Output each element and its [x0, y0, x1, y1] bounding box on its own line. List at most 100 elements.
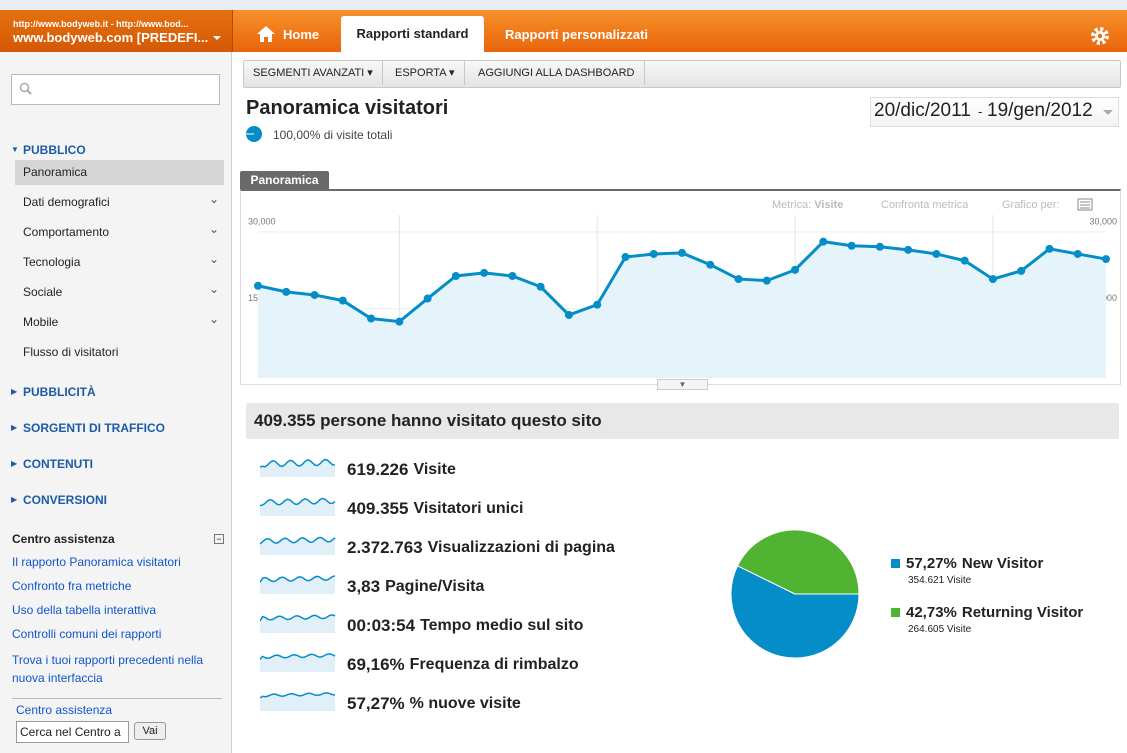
- account-selector[interactable]: [0, 10, 233, 52]
- nav-item[interactable]: Comportamento: [23, 225, 110, 239]
- help-link[interactable]: Uso della tabella interattiva: [12, 603, 157, 617]
- nav-item[interactable]: Tecnologia: [23, 255, 81, 269]
- help-search-button[interactable]: Vai: [134, 722, 166, 740]
- account-url: http://www.bodyweb.it - http://www.bod..…: [13, 19, 189, 29]
- nav-arrow: ▶: [11, 423, 18, 432]
- nav-arrow: ▶: [11, 495, 18, 504]
- pie-chart: [730, 529, 860, 659]
- nav-arrow: ▶: [11, 459, 18, 468]
- nav-item[interactable]: Mobile: [23, 315, 59, 329]
- area: [258, 241, 1106, 378]
- metric-selector[interactable]: Metrica: Visite: [772, 199, 843, 211]
- sparkline-line: [260, 458, 336, 468]
- point: [367, 314, 376, 323]
- nav-section[interactable]: SORGENTI DI TRAFFICO: [23, 421, 165, 435]
- sparkline: [260, 653, 336, 672]
- home-icon: [257, 26, 275, 42]
- point: [508, 271, 517, 280]
- caret: [1103, 110, 1113, 115]
- metric-label: Visite: [413, 461, 456, 478]
- sparkline-area: [260, 498, 335, 516]
- graph-by[interactable]: Grafico per:: [1002, 199, 1060, 211]
- point: [678, 248, 686, 257]
- pie-slice: [730, 565, 860, 659]
- legend-swatch: [891, 608, 900, 617]
- point: [423, 294, 432, 303]
- toolbar-button[interactable]: SEGMENTI AVANZATI ▾: [244, 61, 383, 85]
- point: [734, 275, 743, 284]
- date-range[interactable]: [870, 97, 1119, 127]
- help-link[interactable]: Controlli comuni dei rapporti: [12, 627, 162, 641]
- chart-collapse[interactable]: ▼: [657, 379, 708, 390]
- point: [875, 242, 884, 251]
- legend-visits: 264.605 Visite: [908, 624, 972, 635]
- chevron: ⌄: [209, 312, 220, 326]
- point: [847, 241, 856, 250]
- y-tick-label: 30,000: [1089, 216, 1117, 226]
- pie-slice: [736, 529, 860, 595]
- legend-value: 57,27%: [906, 555, 957, 572]
- settings-icon[interactable]: [1090, 26, 1110, 46]
- caret: [213, 36, 221, 40]
- help-search-input[interactable]: Cerca nel Centro a: [16, 721, 129, 743]
- chart-tab[interactable]: Panoramica: [240, 171, 329, 189]
- nav-section[interactable]: PUBBLICO: [23, 143, 86, 157]
- sparkline-area: [260, 614, 335, 633]
- label: SEGMENTI AVANZATI: [253, 67, 365, 79]
- sparkline-area: [260, 537, 335, 555]
- legend-value: 42,73%: [906, 604, 957, 621]
- metric: Visite: [814, 199, 844, 211]
- legend-name: Returning Visitor: [961, 604, 1084, 621]
- tab-active[interactable]: Rapporti standard: [341, 16, 484, 52]
- graph-icon[interactable]: [1077, 198, 1093, 211]
- chevron: ⌄: [209, 252, 220, 266]
- compare-metric[interactable]: Confronta metrica: [881, 199, 969, 211]
- metric-label: Visitatori unici: [413, 500, 524, 517]
- date-start: 20/dic/2011: [874, 100, 971, 121]
- point: [988, 275, 997, 284]
- tab[interactable]: Rapporti personalizzati: [505, 27, 649, 42]
- nav-item[interactable]: Dati demografici: [23, 195, 110, 209]
- segment-label: 100,00% di visite totali: [273, 128, 393, 142]
- label: ESPORTA: [395, 67, 446, 79]
- point: [593, 300, 602, 309]
- nav-item[interactable]: Panoramica: [23, 165, 88, 179]
- help-search-title: Centro assistenza: [16, 703, 113, 717]
- sparkline: [260, 497, 336, 516]
- account-profile[interactable]: www.bodyweb.com [PREDEFI...: [13, 30, 209, 45]
- summary-bar: [246, 403, 1119, 439]
- toolbar: [243, 60, 1121, 88]
- tab[interactable]: Home: [283, 27, 320, 42]
- sidebar: [0, 52, 232, 753]
- nav-section[interactable]: CONVERSIONI: [23, 493, 108, 507]
- nav-selected: [15, 160, 224, 185]
- point: [960, 256, 969, 265]
- point: [480, 268, 489, 277]
- point: [254, 281, 262, 290]
- metric-value: 3,83: [347, 577, 381, 596]
- nav-arrow: ▼: [11, 145, 19, 154]
- help-link[interactable]: Trova i tuoi rapporti precedenti nella n…: [12, 653, 203, 685]
- point: [1045, 244, 1054, 253]
- point: [762, 276, 771, 285]
- point: [310, 290, 319, 299]
- nav-section[interactable]: PUBBLICITÀ: [23, 385, 96, 399]
- nav-section[interactable]: CONTENUTI: [23, 457, 93, 471]
- search-box[interactable]: [11, 74, 220, 105]
- help-link[interactable]: Il rapporto Panoramica visitatori: [12, 555, 181, 569]
- help-link[interactable]: Confronto fra metriche: [12, 579, 132, 593]
- toolbar-button[interactable]: ESPORTA ▾: [386, 61, 465, 85]
- point: [621, 253, 630, 262]
- divider: [12, 698, 222, 699]
- sparkline-line: [260, 575, 336, 583]
- label: Metrica:: [772, 199, 812, 211]
- point: [904, 245, 913, 254]
- toolbar-button[interactable]: AGGIUNGI ALLA DASHBOARD: [469, 61, 645, 85]
- nav-item[interactable]: Sociale: [23, 285, 63, 299]
- collapse-icon[interactable]: −: [214, 534, 224, 544]
- report-title: Panoramica visitatori: [246, 97, 449, 119]
- nav-item[interactable]: Flusso di visitatori: [23, 345, 119, 359]
- sparkline: [260, 692, 336, 711]
